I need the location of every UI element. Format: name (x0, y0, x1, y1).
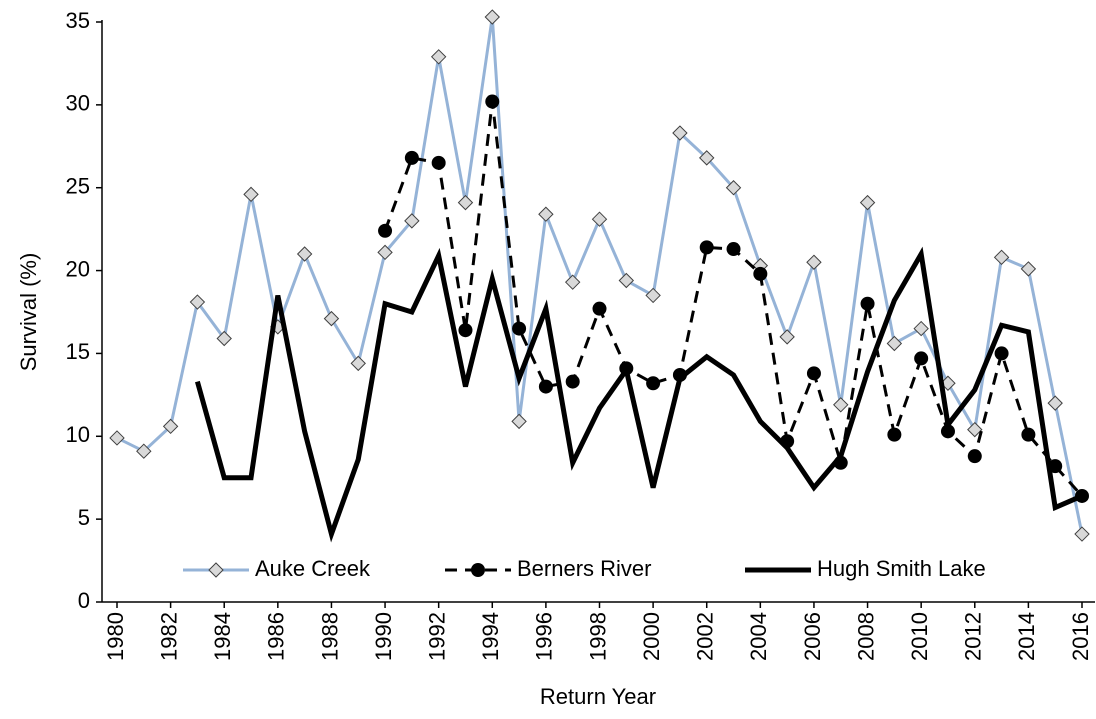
data-point (162, 418, 179, 435)
y-tick-label: 35 (66, 8, 90, 33)
x-tick-label: 2006 (800, 612, 825, 661)
series-line (195, 246, 1083, 543)
x-axis-title: Return Year (540, 684, 656, 709)
data-point (431, 155, 446, 170)
data-point (859, 194, 876, 211)
x-tick-label: 1986 (264, 612, 289, 661)
data-point (860, 296, 875, 311)
data-point (564, 274, 581, 290)
data-point (458, 323, 473, 338)
x-tick-label: 1992 (424, 612, 449, 661)
x-tick-label: 1982 (156, 612, 181, 661)
data-point (833, 397, 849, 413)
data-point (1021, 427, 1036, 442)
data-point (565, 374, 580, 389)
data-point (136, 443, 152, 459)
x-tick-label: 2002 (693, 612, 718, 661)
data-point (725, 180, 742, 196)
data-point (886, 335, 903, 352)
data-point (914, 351, 929, 366)
series-line (116, 16, 1084, 535)
data-point (646, 376, 661, 391)
data-point (672, 125, 688, 141)
data-point (967, 421, 983, 438)
data-point (645, 287, 661, 304)
legend-marker (471, 563, 485, 577)
data-point (404, 213, 420, 229)
data-point (806, 254, 822, 270)
data-point (753, 266, 768, 281)
x-tick-label: 1996 (532, 612, 557, 661)
data-point (806, 366, 821, 381)
x-tick-label: 2010 (907, 612, 932, 661)
data-point (1047, 395, 1063, 411)
legend-label: Hugh Smith Lake (817, 556, 986, 581)
x-tick-label: 2008 (853, 612, 878, 661)
data-point (538, 379, 553, 394)
data-point (913, 320, 929, 337)
y-tick-label: 5 (78, 505, 90, 530)
x-tick-label: 2016 (1068, 612, 1093, 661)
data-point (189, 294, 206, 310)
y-tick-label: 30 (66, 91, 90, 116)
x-tick-label: 1990 (371, 612, 396, 661)
data-point (378, 223, 393, 238)
y-tick-label: 20 (66, 256, 90, 281)
y-tick-label: 10 (66, 422, 90, 447)
data-point (591, 211, 608, 227)
data-point (887, 427, 902, 442)
x-tick-label: 1988 (317, 612, 342, 661)
data-point (726, 242, 741, 257)
data-point (1020, 261, 1037, 277)
x-tick-label: 2014 (1014, 612, 1039, 661)
x-tick-label: 2012 (961, 612, 986, 661)
data-point (1074, 526, 1090, 542)
data-point (512, 321, 527, 336)
data-point (511, 413, 527, 430)
data-point (993, 249, 1010, 266)
data-point (296, 246, 313, 262)
data-point (484, 9, 500, 25)
x-tick-label: 2000 (639, 612, 664, 661)
x-tick-label: 1994 (478, 612, 503, 661)
data-point (377, 244, 393, 261)
data-point (618, 272, 635, 289)
x-tick-label: 1984 (210, 612, 235, 661)
legend-marker (208, 562, 224, 578)
data-point (457, 194, 474, 211)
data-point (216, 330, 232, 347)
data-point (323, 310, 340, 327)
data-point (430, 49, 447, 65)
legend-label: Auke Creek (255, 556, 371, 581)
legend-label: Berners River (517, 556, 651, 581)
data-point (940, 424, 955, 439)
data-point (109, 430, 125, 446)
data-point (967, 449, 982, 464)
x-tick-label: 2004 (746, 612, 771, 661)
y-tick-label: 15 (66, 339, 90, 364)
x-tick-label: 1980 (103, 612, 128, 661)
data-point (538, 206, 554, 222)
data-point (350, 355, 366, 372)
data-point (994, 346, 1009, 361)
data-point (243, 186, 259, 203)
y-tick-label: 0 (78, 588, 90, 613)
y-axis-title: Survival (%) (16, 253, 41, 372)
data-point (699, 240, 714, 255)
data-point (779, 329, 795, 345)
data-point (592, 301, 607, 316)
y-tick-label: 25 (66, 174, 90, 199)
x-tick-label: 1998 (585, 612, 610, 661)
data-point (404, 150, 419, 165)
data-point (485, 94, 500, 109)
data-point (699, 150, 715, 166)
